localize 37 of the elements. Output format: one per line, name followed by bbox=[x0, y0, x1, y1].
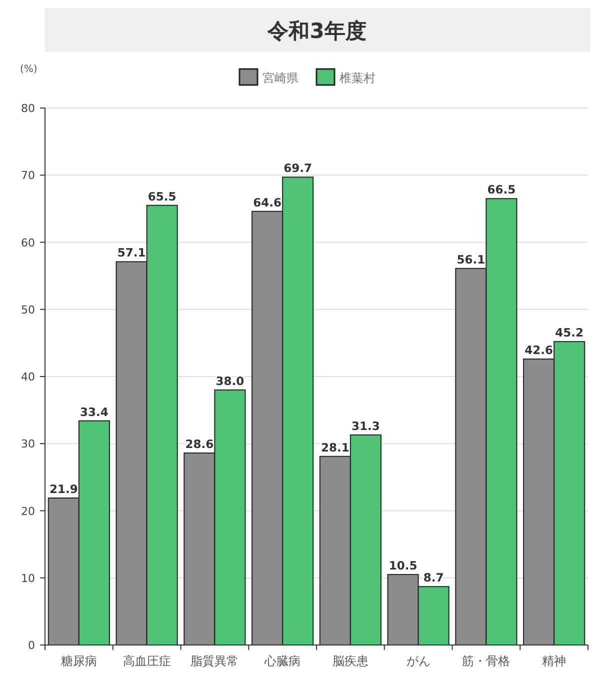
x-tick-label: がん bbox=[406, 654, 430, 668]
legend-label: 宮崎県 bbox=[262, 71, 298, 85]
y-tick-label: 60 bbox=[21, 236, 35, 250]
data-label: 64.6 bbox=[253, 195, 282, 210]
data-label: 56.1 bbox=[456, 252, 486, 266]
data-label: 31.3 bbox=[352, 418, 380, 433]
y-tick-label: 10 bbox=[21, 572, 35, 585]
y-tick-label: 50 bbox=[21, 303, 35, 316]
y-tick-label: 30 bbox=[21, 438, 35, 451]
x-tick-label: 脂質異常 bbox=[190, 654, 239, 668]
x-tick-label: 筋・骨格 bbox=[462, 654, 510, 668]
x-tick-label: 心臓病 bbox=[264, 654, 301, 668]
x-tick-label: 精神 bbox=[542, 654, 566, 668]
y-tick-label: 20 bbox=[21, 504, 35, 518]
y-tick-label: 40 bbox=[21, 370, 35, 384]
chart-title: 令和3年度 bbox=[266, 19, 366, 43]
x-tick-label: 高血圧症 bbox=[122, 654, 171, 668]
data-label: 42.6 bbox=[524, 343, 553, 358]
x-tick-label: 糖尿病 bbox=[60, 654, 97, 668]
y-axis-title: (%) bbox=[20, 64, 38, 75]
data-label: 57.1 bbox=[117, 246, 146, 260]
data-label: 10.5 bbox=[388, 558, 418, 573]
data-label: 33.4 bbox=[80, 404, 108, 419]
data-label: 8.7 bbox=[423, 570, 444, 585]
data-label: 65.5 bbox=[148, 189, 176, 204]
data-label: 38.0 bbox=[216, 374, 244, 388]
y-tick-label: 0 bbox=[28, 639, 35, 652]
y-tick-label: 80 bbox=[21, 102, 35, 115]
y-tick-label: 70 bbox=[21, 169, 35, 182]
data-label: 28.6 bbox=[185, 437, 214, 452]
data-label: 45.2 bbox=[555, 326, 584, 340]
x-tick-label: 脳疾患 bbox=[332, 654, 368, 668]
data-label: 28.1 bbox=[320, 440, 350, 454]
data-label: 66.5 bbox=[487, 182, 516, 197]
data-label: 69.7 bbox=[284, 161, 312, 176]
legend-label: 椎葉村 bbox=[340, 71, 376, 85]
data-label: 21.9 bbox=[49, 482, 78, 496]
